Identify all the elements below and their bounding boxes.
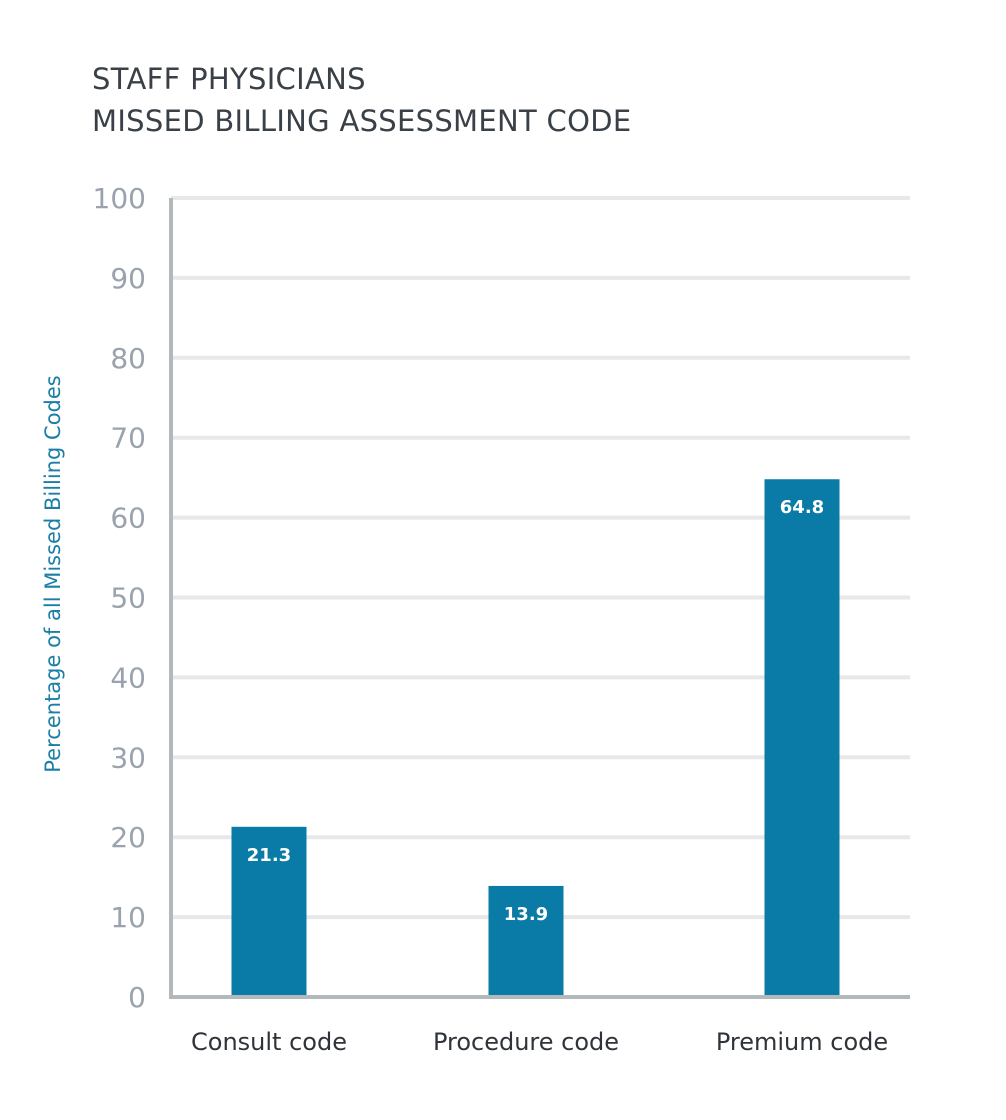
data-label-1: 13.9 (504, 904, 548, 925)
x-category-labels: Consult code Procedure code Premium code (191, 1028, 888, 1056)
y-tick-label-30: 30 (110, 741, 146, 774)
bar-2 (764, 479, 840, 997)
chart-subtitle: MISSED BILLING ASSESSMENT CODE (92, 104, 632, 138)
bar-1 (488, 885, 564, 997)
y-tick-label-40: 40 (110, 661, 146, 694)
x-category-label-2: Premium code (716, 1028, 888, 1056)
bars (231, 479, 840, 997)
y-tick-label-10: 10 (110, 901, 146, 934)
bar-0 (231, 826, 307, 997)
chart-title: STAFF PHYSICIANS (92, 62, 366, 96)
y-tick-label-100: 100 (93, 182, 146, 215)
y-tick-label-70: 70 (110, 422, 146, 455)
data-label-2: 64.8 (780, 497, 824, 518)
data-labels: 21.3 13.9 64.8 (247, 497, 824, 925)
data-label-0: 21.3 (247, 845, 291, 866)
y-tick-label-50: 50 (110, 582, 146, 615)
y-tick-labels: 0 10 20 30 40 50 60 70 80 90 100 (93, 182, 146, 1014)
y-tick-label-60: 60 (110, 502, 146, 535)
y-axis-label: Percentage of all Missed Billing Codes (41, 375, 65, 772)
y-tick-label-0: 0 (128, 981, 146, 1014)
y-tick-label-80: 80 (110, 342, 146, 375)
y-tick-label-90: 90 (110, 262, 146, 295)
x-category-label-0: Consult code (191, 1028, 347, 1056)
y-tick-label-20: 20 (110, 821, 146, 854)
chart-title-block: STAFF PHYSICIANS MISSED BILLING ASSESSME… (92, 58, 631, 142)
x-category-label-1: Procedure code (433, 1028, 619, 1056)
